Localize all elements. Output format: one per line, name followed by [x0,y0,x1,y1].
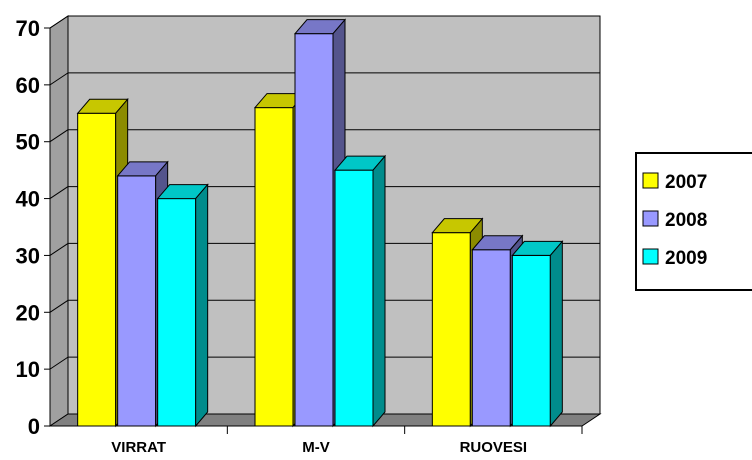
bar-2009-m-v [334,169,374,427]
bar-2008-m-v [294,33,334,427]
y-tick-label: 60 [16,73,40,98]
legend-label-2008: 2008 [665,210,707,231]
gridline-side [49,356,69,370]
bar-2007-virrat [77,112,117,427]
gridline-side [49,129,69,143]
bar-side [549,240,563,428]
bars [76,18,564,428]
gridline-side [49,186,69,199]
legend-label-2007: 2007 [665,172,707,193]
side-wall [49,15,69,427]
y-tick-label: 10 [16,357,40,382]
bar-2009-virrat [157,198,197,427]
bar-2007-ruovesi [431,232,471,427]
category-labels: VIRRAT M-V RUOVESI [111,439,527,456]
y-tick-label: 70 [16,16,40,41]
gridline-side [49,15,69,29]
y-tick-label: 20 [16,300,40,325]
legend-label-2009: 2009 [665,248,707,269]
y-tick-label: 40 [16,187,40,212]
category-label: VIRRAT [111,439,166,456]
y-tick-label: 50 [16,130,40,155]
gridline-side [49,72,69,86]
gridline-side [49,243,69,256]
legend-swatch-2008 [642,210,659,227]
bar-side [372,154,386,428]
y-tick-label: 30 [16,243,40,268]
bar-2009-ruovesi [511,254,551,427]
y-tick-label: 0 [28,414,40,439]
legend: 2007 2008 2009 [635,152,752,291]
bar-2007-m-v [254,107,294,427]
category-label: M-V [302,439,330,456]
bar-2008-virrat [117,175,157,427]
y-tick-labels: 0 10 20 30 40 50 60 70 [16,16,40,439]
bar-2008-ruovesi [471,249,511,427]
gridline-side [49,299,69,313]
legend-swatch-2007 [642,172,659,189]
legend-swatch-2009 [642,248,659,265]
category-label: RUOVESI [460,439,528,456]
bar-side [195,183,209,428]
